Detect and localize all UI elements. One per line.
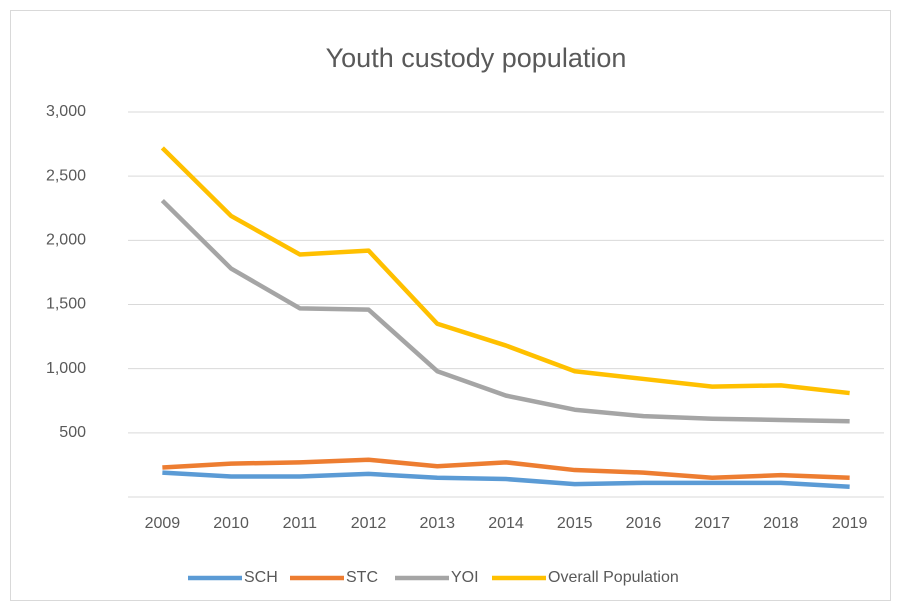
y-tick-label: 3,000: [46, 103, 86, 120]
x-tick-label: 2018: [763, 515, 799, 532]
y-tick-label: 1,000: [46, 360, 86, 377]
legend-label: YOI: [451, 569, 479, 586]
series-line: [162, 457, 850, 480]
chart-frame: [10, 10, 891, 601]
series-line: [160, 198, 850, 424]
chart-title: Youth custody population: [326, 43, 627, 73]
y-tick-label: 1,500: [46, 296, 86, 313]
x-tick-label: 2019: [832, 515, 868, 532]
x-tick-label: 2013: [419, 515, 455, 532]
y-tick-label: 500: [59, 424, 86, 441]
y-tick-label: 2,000: [46, 232, 86, 249]
legend-label: SCH: [244, 569, 278, 586]
x-tick-label: 2012: [351, 515, 387, 532]
x-tick-label: 2016: [626, 515, 662, 532]
y-tick-label: 2,500: [46, 167, 86, 184]
x-tick-label: 2011: [283, 515, 318, 532]
x-tick-label: 2015: [557, 515, 593, 532]
x-tick-label: 2010: [213, 515, 249, 532]
x-tick-label: 2009: [145, 515, 181, 532]
x-tick-label: 2017: [694, 515, 730, 532]
series-line: [162, 470, 850, 489]
series-line: [160, 146, 850, 396]
legend-label: STC: [346, 569, 378, 586]
x-tick-label: 2014: [488, 515, 524, 532]
legend-label: Overall Population: [548, 569, 679, 586]
